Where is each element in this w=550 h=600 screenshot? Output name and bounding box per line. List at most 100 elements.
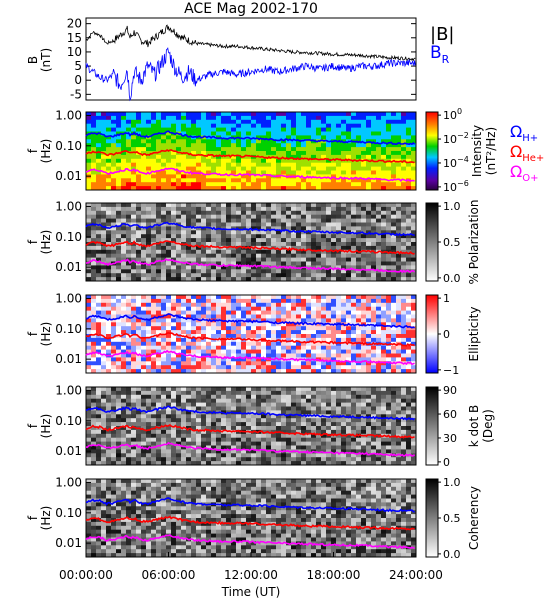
spectrogram-cell: [151, 214, 157, 219]
spectrogram-cell: [186, 402, 192, 407]
spectrogram-cell: [246, 242, 252, 247]
spectrogram-cell: [321, 253, 327, 258]
spectrogram-cell: [296, 330, 302, 335]
spectrogram-cell: [211, 158, 217, 164]
spectrogram-cell: [206, 218, 212, 223]
spectrogram-cell: [166, 390, 172, 396]
spectrogram-cell: [321, 131, 327, 136]
spectrogram-cell: [111, 123, 117, 128]
spectrogram-cell: [241, 402, 247, 407]
spectrogram-cell: [186, 453, 192, 458]
spectrogram-cell: [96, 242, 102, 247]
spectrogram-cell: [286, 206, 292, 212]
spectrogram-cell: [271, 127, 277, 132]
spectrogram-cell: [281, 131, 287, 136]
spectrogram-cell: [226, 369, 232, 374]
spectrogram-cell: [231, 154, 237, 160]
spectrogram-cell: [296, 166, 302, 171]
spectrogram-cell: [206, 261, 212, 266]
spectrogram-cell: [141, 433, 147, 439]
spectrogram-cell: [241, 302, 247, 308]
spectrogram-cell: [186, 245, 192, 251]
spectrogram-cell: [266, 295, 272, 300]
spectrogram-cell: [411, 151, 417, 156]
spectrogram-cell: [391, 318, 397, 323]
spectrogram-cell: [146, 433, 152, 439]
spectrogram-cell: [166, 426, 172, 431]
spectrogram-cell: [356, 334, 362, 339]
spectrogram-cell: [271, 170, 277, 175]
spectrogram-cell: [411, 310, 417, 315]
spectrogram-cell: [196, 123, 202, 128]
spectrogram-cell: [316, 147, 322, 152]
spectrogram-cell: [296, 302, 302, 308]
spectrogram-cell: [176, 337, 182, 343]
spectrogram-cell: [126, 410, 132, 415]
spectrogram-cell: [276, 170, 282, 175]
spectrogram-cell: [336, 365, 342, 370]
spectrogram-cell: [196, 218, 202, 223]
spectrogram-cell: [396, 123, 402, 128]
spectrogram-cell: [261, 387, 267, 392]
spectrogram-cell: [96, 245, 102, 251]
spectrogram-cell: [256, 206, 262, 212]
spectrogram-cell: [106, 210, 112, 216]
spectrogram-cell: [141, 402, 147, 407]
spectrogram-cell: [181, 345, 187, 350]
spectrogram-cell: [131, 410, 137, 415]
spectrogram-cell: [91, 186, 97, 191]
spectrogram-cell: [241, 210, 247, 216]
spectrogram-cell: [136, 115, 142, 121]
spectrogram-cell: [256, 238, 262, 243]
spectrogram-cell: [221, 433, 227, 439]
spectrogram-cell: [256, 341, 262, 347]
spectrogram-cell: [181, 429, 187, 435]
spectrogram-cell: [371, 269, 377, 274]
spectrogram-cell: [321, 242, 327, 247]
spectrogram-cell: [171, 139, 177, 144]
spectrogram-cell: [171, 295, 177, 300]
spectrogram-cell: [236, 218, 242, 223]
spectrogram-cell: [136, 310, 142, 315]
spectrogram-cell: [401, 115, 407, 121]
spectrogram-cell: [231, 426, 237, 431]
spectrogram-cell: [246, 214, 252, 219]
spectrogram-cell: [291, 418, 297, 423]
spectrogram-cell: [206, 230, 212, 235]
spectrogram-cell: [231, 115, 237, 121]
spectrogram-cell: [346, 357, 352, 362]
spectrogram-cell: [231, 390, 237, 396]
spectrogram-cell: [226, 151, 232, 156]
spectrogram-cell: [261, 418, 267, 423]
spectrogram-cell: [216, 298, 222, 304]
spectrogram-cell: [301, 414, 307, 419]
spectrogram-cell: [396, 182, 402, 187]
spectrogram-cell: [281, 418, 287, 423]
spectrogram-cell: [256, 398, 262, 403]
spectrogram-cell: [401, 127, 407, 132]
spectrogram-cell: [146, 182, 152, 187]
spectrogram-cell: [176, 302, 182, 308]
spectrogram-cell: [111, 387, 117, 392]
spectrogram-cell: [411, 261, 417, 266]
spectrogram-cell: [306, 345, 312, 350]
spectrogram-cell: [396, 238, 402, 243]
spectrogram-cell: [336, 337, 342, 343]
spectrogram-cell: [176, 206, 182, 212]
spectrogram-cell: [326, 238, 332, 243]
spectrogram-cell: [241, 394, 247, 400]
spectrogram-cell: [186, 441, 192, 446]
spectrogram-cell: [411, 147, 417, 152]
spectrogram-cell: [201, 178, 207, 183]
spectrogram-cell: [286, 353, 292, 358]
spectrogram-cell: [276, 131, 282, 136]
spectrogram-cell: [216, 306, 222, 311]
spectrogram-cell: [86, 337, 92, 343]
spectrogram-cell: [106, 314, 112, 319]
spectrogram-cell: [236, 433, 242, 439]
spectrogram-cell: [336, 119, 342, 125]
spectrogram-cell: [311, 123, 317, 128]
spectrogram-cell: [251, 414, 257, 419]
spectrogram-cell: [111, 449, 117, 454]
spectrogram-cell: [121, 139, 127, 144]
